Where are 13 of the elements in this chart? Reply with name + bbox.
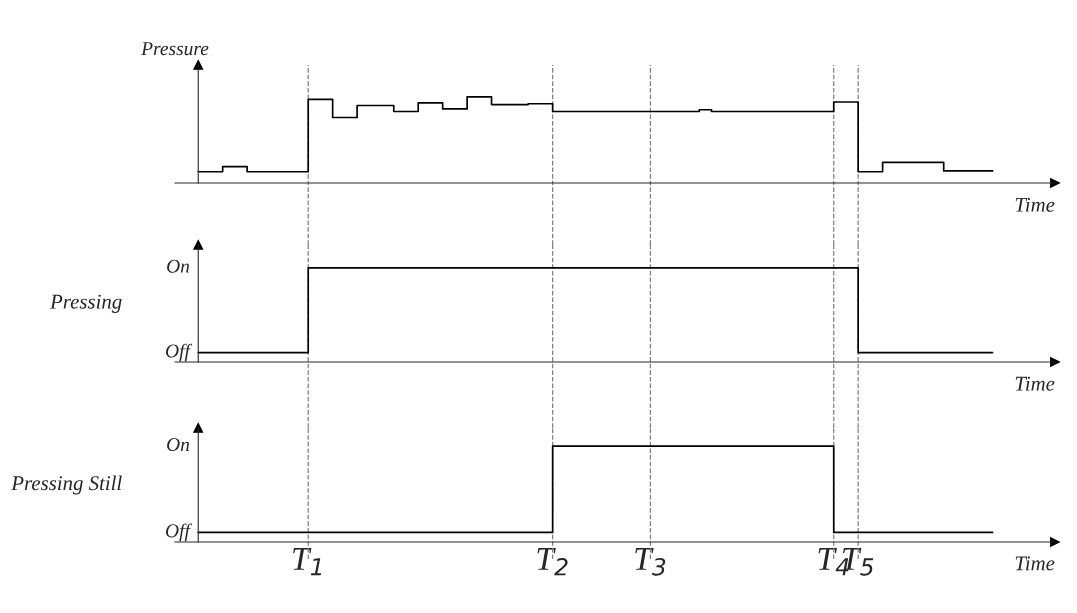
text: On — [167, 259, 190, 273]
x-axis-title: Time — [1015, 197, 1055, 212]
text: On — [167, 438, 190, 452]
x-tick-label: T$_{1}$ — [293, 548, 322, 576]
annotation: Off — [166, 523, 193, 542]
x-tick-label: T$_{2}$ — [537, 548, 568, 576]
annotation: Off — [166, 343, 193, 362]
x-axis-title: Time — [1015, 376, 1055, 391]
y-axis-title: Pressing Still — [11, 475, 122, 495]
x-tick-label: T$_{3}$ — [635, 548, 666, 576]
x-axis-title: Time — [1015, 556, 1055, 571]
y-axis-title: Pressure — [141, 42, 209, 56]
y-axis-title: Pressing — [49, 294, 122, 313]
